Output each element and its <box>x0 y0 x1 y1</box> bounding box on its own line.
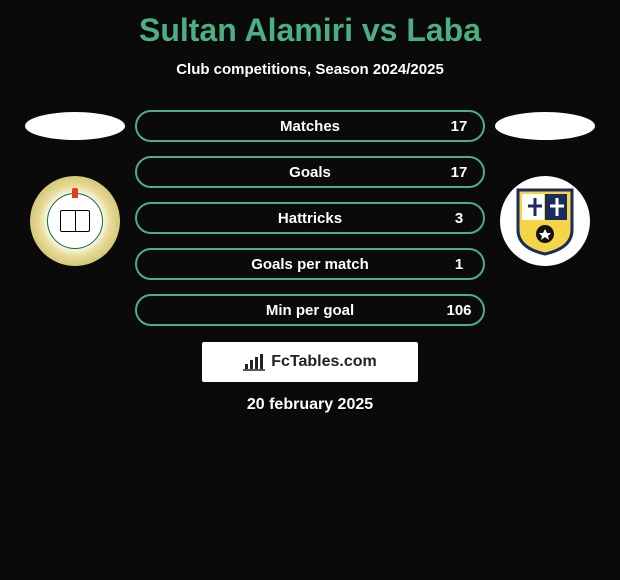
player-left-badge <box>30 176 120 266</box>
stats-column: Matches 17 Goals 17 Hattricks 3 Goals pe… <box>135 110 485 326</box>
shield-icon <box>514 186 576 256</box>
comparison-card: Sultan Alamiri vs Laba Club competitions… <box>0 0 620 424</box>
book-icon <box>60 210 90 232</box>
stat-right-value: 17 <box>435 164 483 181</box>
stat-label: Matches <box>185 118 435 135</box>
player-left-col <box>15 98 135 266</box>
player-right-badge <box>500 176 590 266</box>
stat-row-goals: Goals 17 <box>135 156 485 188</box>
stat-right-value: 1 <box>435 256 483 273</box>
stat-row-goals-per-match: Goals per match 1 <box>135 248 485 280</box>
chart-icon <box>243 353 265 371</box>
player-right-col <box>485 98 605 266</box>
stat-label: Goals per match <box>185 256 435 273</box>
player-right-name-pill <box>495 112 595 140</box>
stat-row-matches: Matches 17 <box>135 110 485 142</box>
stat-label: Min per goal <box>185 302 435 319</box>
main-row: Matches 17 Goals 17 Hattricks 3 Goals pe… <box>0 98 620 326</box>
player-left-name-pill <box>25 112 125 140</box>
stat-label: Hattricks <box>185 210 435 227</box>
stat-row-hattricks: Hattricks 3 <box>135 202 485 234</box>
stat-row-min-per-goal: Min per goal 106 <box>135 294 485 326</box>
date-line: 20 february 2025 <box>247 396 373 414</box>
source-text: FcTables.com <box>271 353 377 371</box>
stat-right-value: 17 <box>435 118 483 135</box>
badge-left-inner <box>47 193 103 249</box>
stat-right-value: 3 <box>435 210 483 227</box>
subtitle: Club competitions, Season 2024/2025 <box>176 61 444 78</box>
source-badge[interactable]: FcTables.com <box>202 342 418 382</box>
page-title: Sultan Alamiri vs Laba <box>139 12 481 49</box>
stat-label: Goals <box>185 164 435 181</box>
stat-right-value: 106 <box>435 302 483 319</box>
torch-icon <box>72 188 78 198</box>
